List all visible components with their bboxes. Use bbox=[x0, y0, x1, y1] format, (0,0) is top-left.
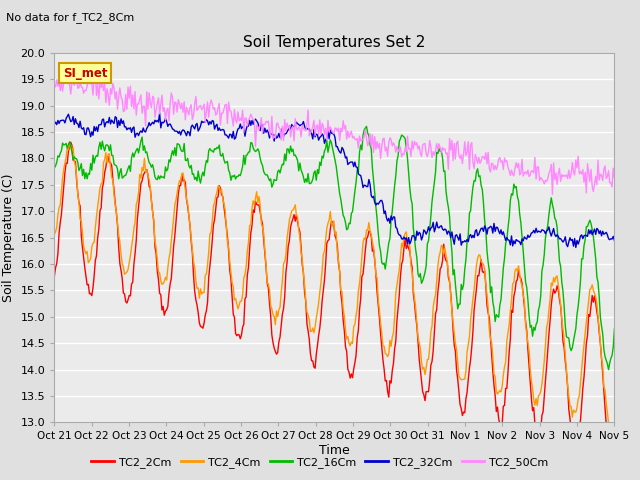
TC2_16Cm bbox=[287, 143, 294, 149]
TC2_4Cm bbox=[463, 349, 471, 355]
TC2_2Cm bbox=[288, 219, 296, 225]
TC2_4Cm bbox=[611, 421, 618, 427]
TC2_50Cm bbox=[463, 149, 471, 155]
TC2_16Cm bbox=[363, 123, 371, 129]
TC2_4Cm bbox=[392, 290, 399, 296]
TC2_32Cm bbox=[51, 121, 58, 127]
TC2_32Cm bbox=[392, 224, 399, 230]
TC2_50Cm bbox=[611, 175, 618, 181]
TC2_2Cm bbox=[392, 338, 399, 344]
Line: TC2_16Cm: TC2_16Cm bbox=[54, 126, 614, 370]
Y-axis label: Soil Temperature (C): Soil Temperature (C) bbox=[2, 173, 15, 302]
TC2_50Cm bbox=[226, 108, 234, 113]
TC2_50Cm bbox=[548, 192, 556, 197]
Text: SI_met: SI_met bbox=[63, 67, 108, 80]
TC2_4Cm bbox=[365, 220, 372, 226]
TC2_16Cm bbox=[51, 165, 58, 171]
TC2_16Cm bbox=[365, 132, 372, 138]
TC2_32Cm bbox=[156, 110, 163, 116]
TC2_4Cm bbox=[66, 140, 74, 146]
Legend: TC2_2Cm, TC2_4Cm, TC2_16Cm, TC2_32Cm, TC2_50Cm: TC2_2Cm, TC2_4Cm, TC2_16Cm, TC2_32Cm, TC… bbox=[87, 452, 553, 472]
Text: No data for f_TC2_8Cm: No data for f_TC2_8Cm bbox=[6, 12, 134, 23]
Line: TC2_32Cm: TC2_32Cm bbox=[54, 113, 614, 248]
TC2_32Cm bbox=[463, 237, 471, 242]
TC2_4Cm bbox=[51, 231, 58, 237]
TC2_32Cm bbox=[560, 238, 568, 243]
TC2_4Cm bbox=[560, 336, 568, 342]
TC2_2Cm bbox=[609, 463, 617, 469]
TC2_4Cm bbox=[607, 432, 615, 438]
TC2_32Cm bbox=[226, 132, 234, 137]
TC2_50Cm bbox=[392, 149, 399, 155]
TC2_4Cm bbox=[226, 258, 234, 264]
TC2_50Cm bbox=[365, 139, 372, 145]
TC2_50Cm bbox=[561, 173, 569, 179]
TC2_2Cm bbox=[51, 273, 58, 279]
TC2_4Cm bbox=[288, 208, 296, 214]
TC2_16Cm bbox=[392, 173, 399, 179]
TC2_2Cm bbox=[463, 389, 471, 395]
TC2_32Cm bbox=[288, 121, 296, 127]
TC2_32Cm bbox=[365, 177, 372, 182]
TC2_50Cm bbox=[51, 83, 58, 88]
TC2_16Cm bbox=[560, 303, 568, 309]
TC2_2Cm bbox=[611, 447, 618, 453]
TC2_2Cm bbox=[560, 345, 568, 350]
TC2_16Cm bbox=[463, 239, 471, 244]
TC2_16Cm bbox=[605, 367, 612, 372]
TC2_50Cm bbox=[92, 70, 99, 75]
Line: TC2_4Cm: TC2_4Cm bbox=[54, 143, 614, 435]
X-axis label: Time: Time bbox=[319, 444, 350, 457]
TC2_2Cm bbox=[365, 228, 372, 234]
TC2_2Cm bbox=[67, 139, 75, 145]
Line: TC2_50Cm: TC2_50Cm bbox=[54, 72, 614, 194]
TC2_2Cm bbox=[226, 267, 234, 273]
Title: Soil Temperatures Set 2: Soil Temperatures Set 2 bbox=[243, 35, 426, 50]
TC2_50Cm bbox=[288, 125, 296, 131]
Line: TC2_2Cm: TC2_2Cm bbox=[54, 142, 614, 466]
TC2_32Cm bbox=[572, 245, 580, 251]
TC2_32Cm bbox=[611, 238, 618, 243]
TC2_16Cm bbox=[611, 326, 618, 332]
TC2_16Cm bbox=[225, 167, 232, 173]
